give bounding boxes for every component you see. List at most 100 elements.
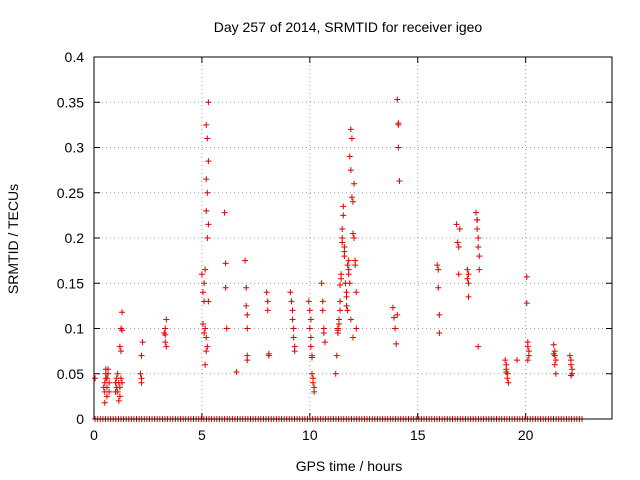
data-point bbox=[334, 327, 341, 334]
data-point bbox=[318, 280, 325, 287]
y-axis-label: SRMTID / TECUs bbox=[5, 184, 21, 294]
data-point bbox=[204, 135, 211, 142]
data-point bbox=[319, 298, 326, 305]
data-point bbox=[291, 348, 298, 355]
data-point bbox=[454, 239, 461, 246]
data-point bbox=[435, 284, 442, 291]
data-point bbox=[347, 126, 354, 133]
data-point bbox=[394, 311, 401, 318]
data-point bbox=[117, 375, 124, 382]
data-point bbox=[306, 307, 313, 314]
data-point bbox=[244, 311, 251, 318]
grid bbox=[94, 57, 612, 419]
data-point bbox=[566, 352, 573, 359]
data-point bbox=[242, 257, 249, 264]
data-point bbox=[116, 393, 123, 400]
data-point bbox=[475, 235, 482, 241]
data-point bbox=[353, 325, 360, 332]
data-point bbox=[201, 280, 208, 287]
data-point bbox=[464, 266, 471, 273]
data-point bbox=[138, 352, 145, 359]
data-point bbox=[524, 357, 531, 364]
data-point bbox=[525, 352, 532, 359]
data-point bbox=[341, 248, 348, 255]
data-point bbox=[396, 177, 403, 184]
data-point bbox=[106, 388, 113, 395]
y-tick-label: 0.25 bbox=[57, 185, 84, 201]
y-tick-label: 0.1 bbox=[65, 321, 85, 337]
data-point bbox=[567, 361, 574, 368]
data-point bbox=[319, 307, 326, 314]
data-point bbox=[202, 325, 209, 332]
data-point bbox=[476, 253, 483, 260]
data-point bbox=[434, 262, 441, 269]
data-point bbox=[350, 198, 356, 205]
y-axis-ticks: 0 0.05 0.1 0.15 0.2 0.25 0.3 0.35 0.4 bbox=[57, 49, 612, 427]
data-point bbox=[351, 180, 358, 187]
data-point bbox=[348, 135, 355, 142]
data-point bbox=[264, 298, 271, 305]
plot-frame bbox=[93, 56, 613, 420]
data-point bbox=[115, 397, 122, 404]
data-point bbox=[550, 341, 557, 348]
data-point bbox=[346, 280, 353, 287]
data-point bbox=[475, 244, 482, 251]
data-point bbox=[504, 375, 511, 382]
data-point bbox=[311, 388, 318, 395]
x-tick-label: 15 bbox=[410, 427, 426, 443]
data-point bbox=[204, 235, 211, 241]
data-point bbox=[389, 304, 396, 311]
data-point bbox=[523, 273, 530, 280]
chart-title: Day 257 of 2014, SRMTID for receiver ige… bbox=[214, 19, 483, 35]
data-point bbox=[264, 307, 271, 314]
data-point bbox=[116, 343, 123, 350]
data-point bbox=[435, 266, 442, 273]
data-point bbox=[243, 302, 250, 309]
data-point bbox=[351, 235, 358, 241]
data-point bbox=[203, 176, 210, 183]
data-point bbox=[101, 399, 108, 406]
data-point bbox=[289, 316, 296, 323]
data-point bbox=[337, 307, 344, 314]
data-point bbox=[344, 307, 351, 314]
data-point bbox=[345, 271, 352, 278]
data-point bbox=[343, 302, 350, 309]
y-tick-label: 0.2 bbox=[65, 230, 85, 246]
data-point bbox=[348, 194, 355, 201]
data-point bbox=[244, 325, 251, 332]
data-point bbox=[502, 357, 509, 364]
data-point bbox=[287, 289, 294, 296]
x-tick-label: 20 bbox=[518, 427, 534, 443]
data-point bbox=[347, 167, 354, 174]
data-point bbox=[391, 314, 398, 321]
data-point bbox=[465, 293, 472, 300]
data-point bbox=[106, 379, 113, 386]
data-point bbox=[205, 221, 212, 228]
data-point bbox=[103, 375, 110, 382]
data-point bbox=[119, 379, 126, 386]
y-tick-label: 0.15 bbox=[57, 275, 84, 291]
data-point bbox=[337, 298, 344, 305]
data-point bbox=[116, 384, 123, 391]
data-point bbox=[205, 298, 212, 305]
y-tick-label: 0.35 bbox=[57, 94, 84, 110]
data-point bbox=[453, 221, 460, 228]
data-point bbox=[345, 257, 352, 264]
data-point bbox=[436, 311, 443, 318]
data-point bbox=[289, 307, 296, 314]
data-point bbox=[455, 271, 462, 278]
data-point bbox=[552, 357, 559, 364]
data-point bbox=[394, 96, 401, 103]
data-point bbox=[263, 289, 270, 296]
data-point bbox=[551, 361, 558, 368]
data-point bbox=[119, 309, 126, 316]
data-point bbox=[221, 209, 228, 216]
data-point bbox=[321, 339, 328, 346]
y-tick-label: 0.05 bbox=[57, 366, 84, 382]
data-point bbox=[137, 370, 144, 377]
data-point bbox=[308, 370, 315, 377]
data-point bbox=[163, 316, 170, 323]
data-point bbox=[103, 393, 110, 400]
x-axis-label: GPS time / hours bbox=[296, 458, 403, 474]
data-point bbox=[335, 320, 342, 327]
